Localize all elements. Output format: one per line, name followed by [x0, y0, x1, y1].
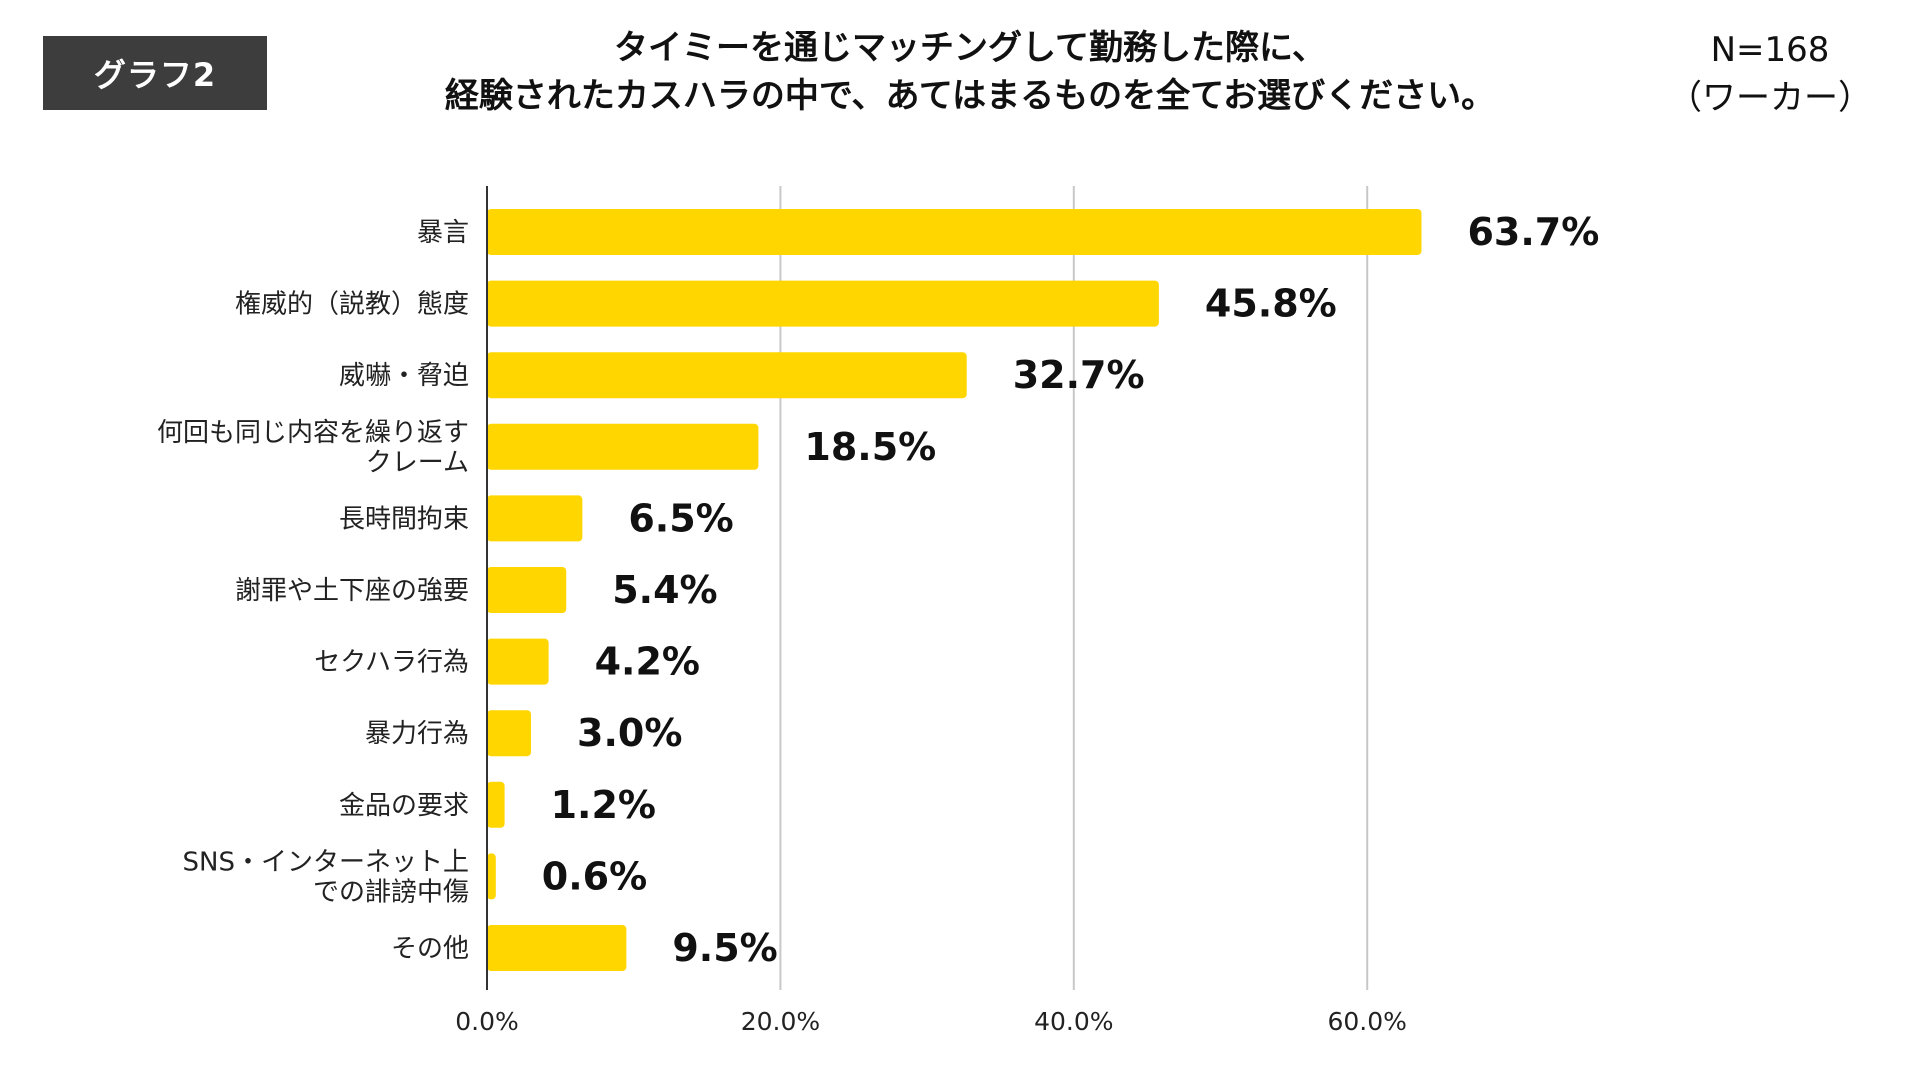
category-label-8: 金品の要求 [339, 791, 469, 821]
value-label-9: 0.6% [542, 854, 647, 898]
bar-10 [487, 925, 627, 971]
x-tick-label-0: 0.0% [455, 1007, 519, 1036]
category-label-2: 威嚇・脅迫 [339, 361, 469, 391]
value-label-10: 9.5% [672, 926, 777, 970]
x-tick-label-3: 60.0% [1327, 1007, 1406, 1036]
category-label-8-line-0: 金品の要求 [339, 791, 469, 821]
respondent-type-label: （ワーカー） [1668, 78, 1872, 118]
category-label-4: 長時間拘束 [339, 504, 469, 534]
category-label-3: 何回も同じ内容を繰り返すクレーム [157, 418, 469, 478]
chart-title-line-1: タイミーを通じマッチングして勤務した際に、 [614, 28, 1326, 68]
bar-3 [487, 423, 759, 470]
bar-2 [487, 352, 967, 399]
value-label-5: 5.4% [612, 568, 717, 612]
chart-title-line-2: 経験されたカスハラの中で、あてはまるものを全てお選びください。 [444, 76, 1496, 116]
category-label-10: その他 [391, 934, 469, 964]
value-label-4: 6.5% [628, 496, 733, 540]
bar-6 [487, 638, 549, 685]
category-label-3-line-1: クレーム [366, 448, 469, 478]
bar-9 [487, 853, 496, 900]
graph-badge: グラフ2 [43, 36, 267, 110]
category-label-9-line-0: SNS・インターネット上 [183, 847, 469, 877]
x-tick-label-1: 20.0% [741, 1007, 820, 1036]
category-label-5: 謝罪や土下座の強要 [235, 576, 469, 606]
category-label-3-line-0: 何回も同じ内容を繰り返す [157, 418, 469, 448]
category-label-9-line-1: での誹謗中傷 [313, 877, 469, 907]
category-label-7-line-0: 暴力行為 [365, 719, 469, 749]
category-label-1-line-0: 権威的（説教）態度 [235, 290, 469, 320]
category-label-6: セクハラ行為 [314, 648, 469, 678]
value-label-6: 4.2% [595, 640, 700, 684]
sample-size-label: N=168 [1710, 30, 1830, 70]
category-label-0-line-0: 暴言 [417, 218, 469, 248]
bar-4 [487, 495, 583, 542]
category-label-2-line-0: 威嚇・脅迫 [339, 361, 469, 391]
bar-5 [487, 567, 567, 613]
value-label-7: 3.0% [577, 711, 682, 755]
value-label-2: 32.7% [1013, 353, 1145, 397]
bar-8 [487, 781, 505, 828]
value-label-0: 63.7% [1467, 210, 1599, 254]
category-label-7: 暴力行為 [365, 719, 469, 749]
bar-1 [487, 280, 1159, 327]
category-label-4-line-0: 長時間拘束 [339, 504, 469, 534]
bar-7 [487, 710, 532, 757]
x-tick-label-2: 40.0% [1034, 1007, 1113, 1036]
category-label-9: SNS・インターネット上での誹謗中傷 [183, 847, 469, 907]
sample-size: N=168 （ワーカー） [1650, 26, 1890, 122]
value-label-8: 1.2% [551, 783, 656, 827]
category-label-1: 権威的（説教）態度 [235, 290, 469, 320]
bar-0 [487, 209, 1422, 255]
category-label-0: 暴言 [417, 218, 469, 248]
category-label-10-line-0: その他 [391, 934, 469, 964]
value-label-3: 18.5% [804, 425, 936, 469]
chart-title: タイミーを通じマッチングして勤務した際に、 経験されたカスハラの中で、あてはまる… [330, 24, 1610, 120]
category-label-6-line-0: セクハラ行為 [314, 648, 469, 678]
value-label-1: 45.8% [1205, 282, 1337, 326]
category-label-5-line-0: 謝罪や土下座の強要 [235, 576, 469, 606]
